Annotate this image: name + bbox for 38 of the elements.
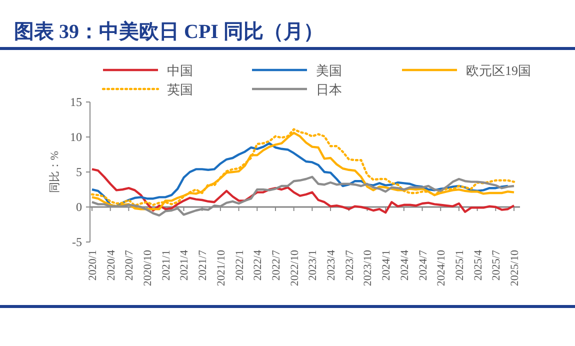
x-tick-label: 2021/4 xyxy=(178,250,191,281)
chart-title: 图表 39：中美欧日 CPI 同比（月） xyxy=(14,20,324,43)
y-tick-label: 0 xyxy=(76,200,82,214)
legend-label: 英国 xyxy=(167,82,193,97)
x-tick-label: 2024/7 xyxy=(417,250,430,281)
x-tick-label: 2021/10 xyxy=(215,250,228,286)
x-tick-label: 2025/10 xyxy=(509,250,521,286)
x-tick-label: 2023/4 xyxy=(326,250,338,281)
x-tick-label: 2023/10 xyxy=(362,250,374,286)
x-tick-label: 2025/1 xyxy=(454,250,466,281)
legend-label: 欧元区19国 xyxy=(466,63,531,78)
x-tick-label: 2022/10 xyxy=(288,250,301,286)
x-tick-label: 2021/7 xyxy=(197,250,210,281)
x-tick-label: 2024/10 xyxy=(436,250,448,286)
legend-label: 日本 xyxy=(316,82,342,97)
x-tick-label: 2020/4 xyxy=(105,250,118,281)
x-tick-label: 2020/7 xyxy=(124,250,136,281)
y-axis-title: 同比：% xyxy=(48,150,61,194)
x-tick-label: 2022/1 xyxy=(234,250,246,281)
y-tick-label: -5 xyxy=(72,235,82,249)
x-tick-label: 2025/7 xyxy=(490,250,503,281)
x-tick-label: 2025/4 xyxy=(472,250,484,281)
y-tick-label: 15 xyxy=(70,95,82,109)
y-tick-label: 10 xyxy=(70,130,82,144)
line-series xyxy=(90,168,516,214)
legend-label: 中国 xyxy=(167,63,193,78)
x-tick-label: 2023/1 xyxy=(307,250,320,281)
line-series xyxy=(90,142,509,208)
x-tick-label: 2021/1 xyxy=(160,250,172,281)
x-tick-label: 2020/10 xyxy=(142,250,154,286)
x-tick-label: 2022/7 xyxy=(270,250,282,281)
x-tick-label: 2022/4 xyxy=(252,250,264,281)
x-tick-label: 2024/4 xyxy=(398,250,411,281)
legend-label: 美国 xyxy=(316,63,342,78)
x-tick-label: 2020/1 xyxy=(87,250,99,281)
x-tick-label: 2024/1 xyxy=(380,250,393,281)
y-tick-label: 5 xyxy=(76,165,82,179)
x-tick-label: 2023/7 xyxy=(344,250,356,281)
